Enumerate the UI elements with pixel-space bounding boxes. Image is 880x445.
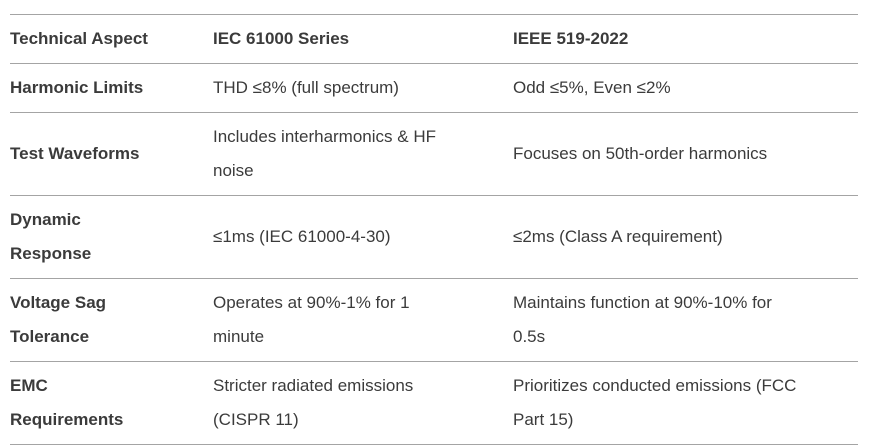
- column-header-technical-aspect: Technical Aspect: [10, 14, 213, 64]
- table-row: Voltage Sag Tolerance Operates at 90%-1%…: [10, 278, 858, 362]
- header-row: Technical Aspect IEC 61000 Series IEEE 5…: [10, 14, 858, 64]
- cell-iec-test-waveforms: Includes interharmonics & HF noise: [213, 112, 513, 196]
- cell-aspect-emc-requirements: EMC Requirements: [10, 361, 213, 445]
- cell-iec-voltage-sag-tolerance: Operates at 90%-1% for 1 minute: [213, 278, 513, 362]
- column-header-iec-61000-series: IEC 61000 Series: [213, 14, 513, 64]
- cell-iec-dynamic-response: ≤1ms (IEC 61000-4-30): [213, 195, 513, 279]
- cell-ieee-harmonic-limits: Odd ≤5%, Even ≤2%: [513, 63, 858, 113]
- cell-ieee-voltage-sag-tolerance: Maintains function at 90%-10% for 0.5s: [513, 278, 858, 362]
- standards-comparison-table: Technical Aspect IEC 61000 Series IEEE 5…: [10, 14, 858, 445]
- cell-iec-emc-requirements: Stricter radiated emissions (CISPR 11): [213, 361, 513, 445]
- cell-aspect-harmonic-limits: Harmonic Limits: [10, 63, 213, 113]
- cell-aspect-voltage-sag-tolerance: Voltage Sag Tolerance: [10, 278, 213, 362]
- cell-aspect-dynamic-response: Dynamic Response: [10, 195, 213, 279]
- cell-iec-harmonic-limits: THD ≤8% (full spectrum): [213, 63, 513, 113]
- table-row: EMC Requirements Stricter radiated emiss…: [10, 361, 858, 445]
- cell-ieee-emc-requirements: Prioritizes conducted emissions (FCC Par…: [513, 361, 858, 445]
- cell-ieee-dynamic-response: ≤2ms (Class A requirement): [513, 195, 858, 279]
- table-row: Harmonic Limits THD ≤8% (full spectrum) …: [10, 63, 858, 113]
- cell-ieee-test-waveforms: Focuses on 50th-order harmonics: [513, 112, 858, 196]
- cell-aspect-test-waveforms: Test Waveforms: [10, 112, 213, 196]
- standards-comparison-table-container: Technical Aspect IEC 61000 Series IEEE 5…: [10, 14, 858, 445]
- column-header-ieee-519-2022: IEEE 519-2022: [513, 14, 858, 64]
- table-row: Dynamic Response ≤1ms (IEC 61000-4-30) ≤…: [10, 195, 858, 279]
- table-row: Test Waveforms Includes interharmonics &…: [10, 112, 858, 196]
